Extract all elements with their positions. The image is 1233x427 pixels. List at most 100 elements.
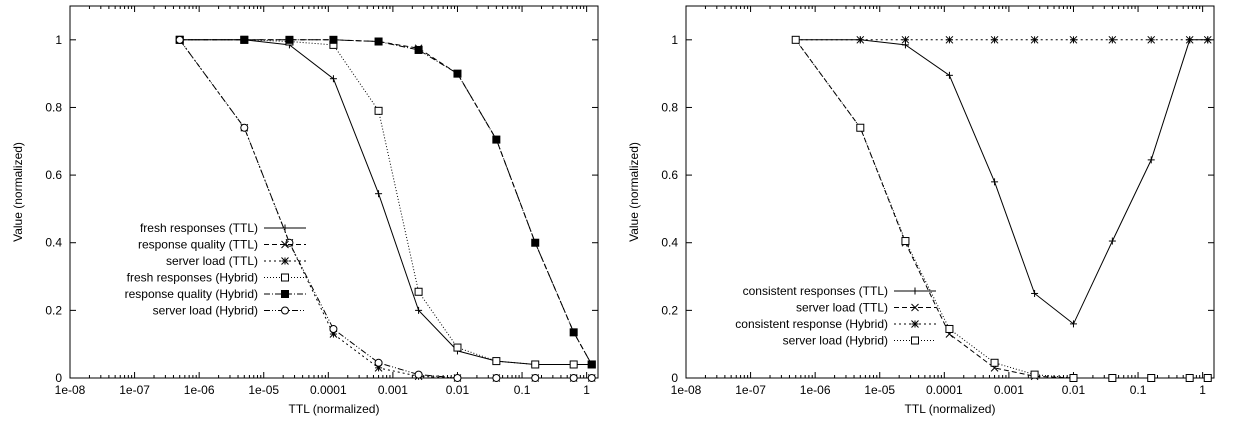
data-point [453, 69, 462, 78]
data-point-d2 [1147, 35, 1156, 44]
legend-label: fresh responses (Hybrid) [127, 271, 258, 285]
data-point [240, 35, 249, 44]
series-6 [175, 35, 596, 382]
y-tick-label: 0.6 [661, 168, 678, 182]
data-point-d2 [1185, 35, 1194, 44]
legend-label: server load (TTL) [166, 254, 258, 268]
data-point [329, 35, 338, 44]
x-tick-label: 1e-07 [119, 383, 150, 397]
data-point-d2 [1108, 35, 1117, 44]
data-point [1108, 374, 1117, 382]
x-tick-label: 0.1 [1130, 383, 1147, 397]
data-point [990, 358, 999, 367]
data-point-d2 [856, 35, 865, 44]
data-point [901, 237, 910, 246]
legend-marker [911, 336, 919, 345]
x-tick-label: 1e-06 [800, 383, 831, 397]
data-point [414, 45, 423, 54]
y-tick-label: 1 [55, 33, 62, 47]
chart-1: 1e-08 1e-07 1e-06 1e-05 0.0001 0.001 0.01 0.1 1 0… [11, 5, 599, 416]
legend: fresh responses (TTL) response quality (T… [125, 221, 306, 318]
legend-label: consistent responses (TTL) [743, 284, 888, 298]
x-tick-label: 1e-05 [864, 383, 895, 397]
y-tick-label: 0.4 [661, 236, 678, 250]
data-point [587, 360, 596, 369]
data-point [856, 123, 865, 132]
data-point [492, 357, 501, 366]
legend-label: consistent response (Hybrid) [735, 317, 888, 331]
data-point-d2 [1030, 35, 1039, 44]
y-tick-label: 0.4 [45, 236, 62, 250]
series-4 [175, 35, 596, 369]
y-tick-label: 0.2 [661, 303, 678, 317]
data-point [492, 374, 501, 382]
data-point [1147, 374, 1156, 382]
data-point [587, 374, 596, 382]
legend-label: response quality (Hybrid) [125, 287, 258, 301]
x-tick-label: 0.01 [1062, 383, 1086, 397]
data-point [374, 106, 383, 115]
legend-marker-d2 [911, 320, 919, 328]
data-point [374, 358, 383, 367]
legend-marker-d2 [281, 257, 289, 265]
data-point [374, 37, 383, 46]
data-point [569, 328, 578, 337]
data-point [531, 374, 540, 382]
data-point [414, 370, 423, 379]
series-4 [791, 35, 1212, 382]
x-tick-label: 0.0001 [310, 383, 347, 397]
legend-marker-b [281, 240, 289, 249]
data-point-d2 [990, 35, 999, 44]
data-point [945, 324, 954, 333]
x-axis-label: TTL (normalized) [289, 402, 380, 416]
data-point [240, 123, 249, 132]
legend: consistent responses (TTL) server load (T… [735, 284, 936, 348]
y-tick-label: 0.6 [45, 168, 62, 182]
plot-frame [69, 5, 599, 379]
y-tick-label: 0 [55, 371, 62, 385]
y-axis-label: Value (normalized) [627, 142, 641, 242]
series-line [179, 39, 592, 379]
series-5 [175, 35, 596, 369]
x-tick-label: 1e-08 [671, 383, 702, 397]
data-point [1030, 370, 1039, 379]
data-point [1069, 374, 1078, 382]
x-tick-label: 1e-06 [184, 383, 215, 397]
data-point [175, 35, 184, 44]
data-point-d2 [1203, 35, 1212, 44]
x-tick-label: 0.0001 [926, 383, 963, 397]
series-2 [175, 35, 596, 369]
data-point [791, 35, 800, 44]
series-line [179, 39, 593, 365]
data-point-d2 [945, 35, 954, 44]
y-tick-label: 0.8 [661, 100, 678, 114]
x-tick-label: 1e-08 [55, 383, 86, 397]
x-tick-label: 0.001 [378, 383, 408, 397]
x-tick-label: 0.001 [994, 383, 1024, 397]
y-tick-label: 0.8 [45, 100, 62, 114]
y-axis-label: Value (normalized) [11, 142, 25, 242]
data-point [492, 135, 501, 144]
legend-marker [281, 273, 289, 282]
series-line [179, 39, 592, 379]
data-point [453, 343, 462, 352]
data-point [569, 374, 578, 382]
chart-2: 1e-08 1e-07 1e-06 1e-05 0.0001 0.001 0.01 0.1 1 0… [627, 5, 1215, 416]
data-point [285, 35, 294, 44]
series-line [795, 39, 1208, 379]
data-point [569, 360, 578, 369]
data-point-d2 [901, 35, 910, 44]
legend-label: server load (TTL) [796, 301, 888, 315]
data-point [453, 374, 462, 382]
legend-label: server load (Hybrid) [153, 304, 258, 318]
legend-marker-b [911, 303, 919, 312]
series-3 [175, 35, 596, 382]
series-1 [176, 36, 596, 368]
data-point-d2 [1069, 35, 1078, 44]
data-point [1185, 374, 1194, 382]
series-line [795, 39, 1208, 325]
data-point [1203, 374, 1212, 382]
legend-marker [281, 306, 289, 315]
x-tick-label: 1 [1199, 383, 1206, 397]
